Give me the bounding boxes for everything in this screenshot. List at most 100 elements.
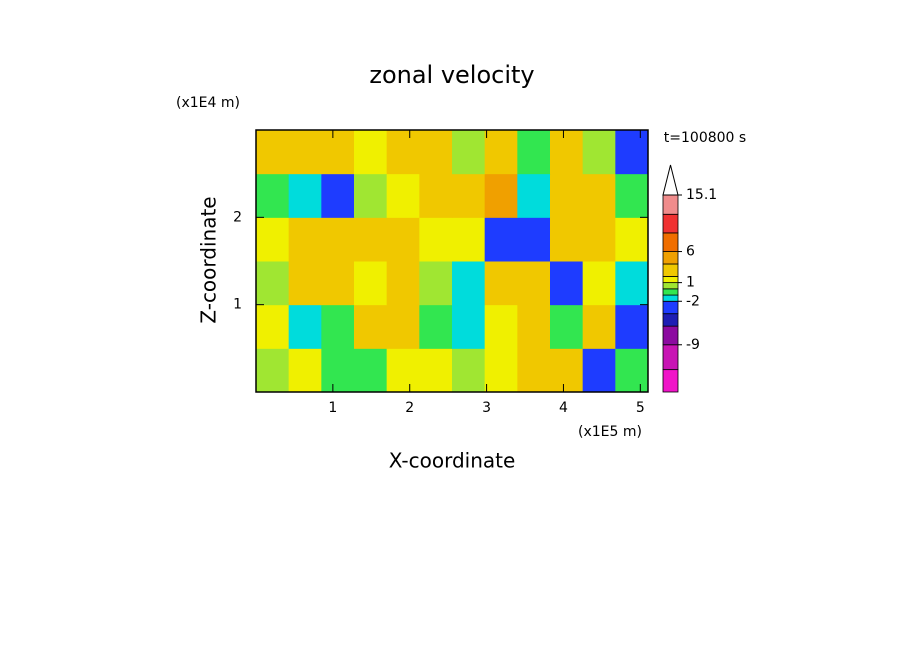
colorbar-band [662, 276, 679, 284]
colorbar-extend [662, 164, 679, 196]
y-tick-label: 1 [233, 297, 242, 313]
field-cell [321, 173, 355, 218]
x-tick-label: 2 [405, 400, 414, 416]
field-cell [517, 217, 551, 262]
field-cell [517, 348, 551, 393]
field-cell [288, 173, 322, 218]
colorbar-band [662, 251, 679, 265]
field-cell [582, 348, 616, 393]
field-cell [256, 348, 290, 393]
field-cell [288, 130, 322, 175]
field-cell [484, 130, 518, 175]
field-cell [321, 130, 355, 175]
x-tick-label: 5 [636, 400, 645, 416]
y-tick-label: 2 [233, 209, 242, 225]
field-cell [419, 130, 453, 175]
field-cell [321, 217, 355, 262]
y-unit: (x1E4 m) [176, 95, 240, 111]
field-cell [615, 217, 649, 262]
field-cell [517, 130, 551, 175]
colorbar-band [662, 325, 679, 346]
field-cell [419, 173, 453, 218]
x-axis-title: X-coordinate [389, 449, 516, 473]
field-cell [550, 304, 584, 349]
field-cell [321, 261, 355, 306]
field-cell [288, 348, 322, 393]
field-cell [288, 304, 322, 349]
field-cell [386, 217, 420, 262]
field-cell [386, 130, 420, 175]
field-cell [386, 173, 420, 218]
field-cell [354, 261, 388, 306]
field-cell [615, 261, 649, 306]
field-cell [256, 130, 290, 175]
colorbar-label: 1 [686, 275, 695, 291]
colorbar-band [662, 288, 679, 296]
plot-frame [255, 129, 649, 393]
field-cell [484, 348, 518, 393]
field-cell [386, 304, 420, 349]
colorbar-band [662, 344, 679, 371]
field-cell [354, 304, 388, 349]
field-cell [582, 217, 616, 262]
colorbar-band [662, 282, 679, 290]
x-unit: (x1E5 m) [578, 424, 642, 440]
colorbar-band [662, 369, 679, 393]
field-cell [354, 217, 388, 262]
field-cell [288, 217, 322, 262]
field-cell [419, 348, 453, 393]
field-cell [419, 217, 453, 262]
field-cell [354, 173, 388, 218]
field-cell [256, 304, 290, 349]
field-cell [550, 261, 584, 306]
x-tick-label: 4 [559, 400, 568, 416]
field-cell [550, 130, 584, 175]
field-cell [484, 173, 518, 218]
colorbar-label: 15.1 [686, 187, 717, 203]
field-cell [419, 261, 453, 306]
field-cell [419, 304, 453, 349]
chart-title: zonal velocity [369, 61, 534, 89]
field-cell [256, 173, 290, 218]
field-cell [484, 304, 518, 349]
field-cell [386, 348, 420, 393]
field-cell [615, 173, 649, 218]
field-cell [452, 348, 486, 393]
colorbar-label: -9 [686, 337, 700, 353]
field-cell [321, 348, 355, 393]
field-cell [550, 173, 584, 218]
field-cell [517, 261, 551, 306]
colorbar-band [662, 300, 679, 315]
field-cell [615, 304, 649, 349]
colorbar-band [662, 213, 679, 234]
field-cell [550, 217, 584, 262]
field-cell [582, 130, 616, 175]
field-cell [452, 130, 486, 175]
colorbar-band [662, 232, 679, 252]
field-cell [550, 348, 584, 393]
field-cell [452, 261, 486, 306]
field-cell [354, 130, 388, 175]
colorbar-band [662, 313, 679, 327]
field-cell [321, 304, 355, 349]
annotation: t=100800 s [664, 130, 746, 146]
colorbar-band [662, 194, 679, 215]
field-cell [354, 348, 388, 393]
field-cell [452, 217, 486, 262]
colorbar-label: -2 [686, 293, 700, 309]
field-cell [452, 173, 486, 218]
field-cell [256, 261, 290, 306]
field-cell [582, 261, 616, 306]
field-cell [582, 173, 616, 218]
field-cell [256, 217, 290, 262]
field-cell [484, 261, 518, 306]
x-tick-label: 1 [328, 400, 337, 416]
field-cell [517, 304, 551, 349]
colorbar-band [662, 263, 679, 277]
field-cell [615, 130, 649, 175]
field-cell [452, 304, 486, 349]
field-cell [386, 261, 420, 306]
field-cell [288, 261, 322, 306]
colorbar-label: 6 [686, 244, 695, 260]
